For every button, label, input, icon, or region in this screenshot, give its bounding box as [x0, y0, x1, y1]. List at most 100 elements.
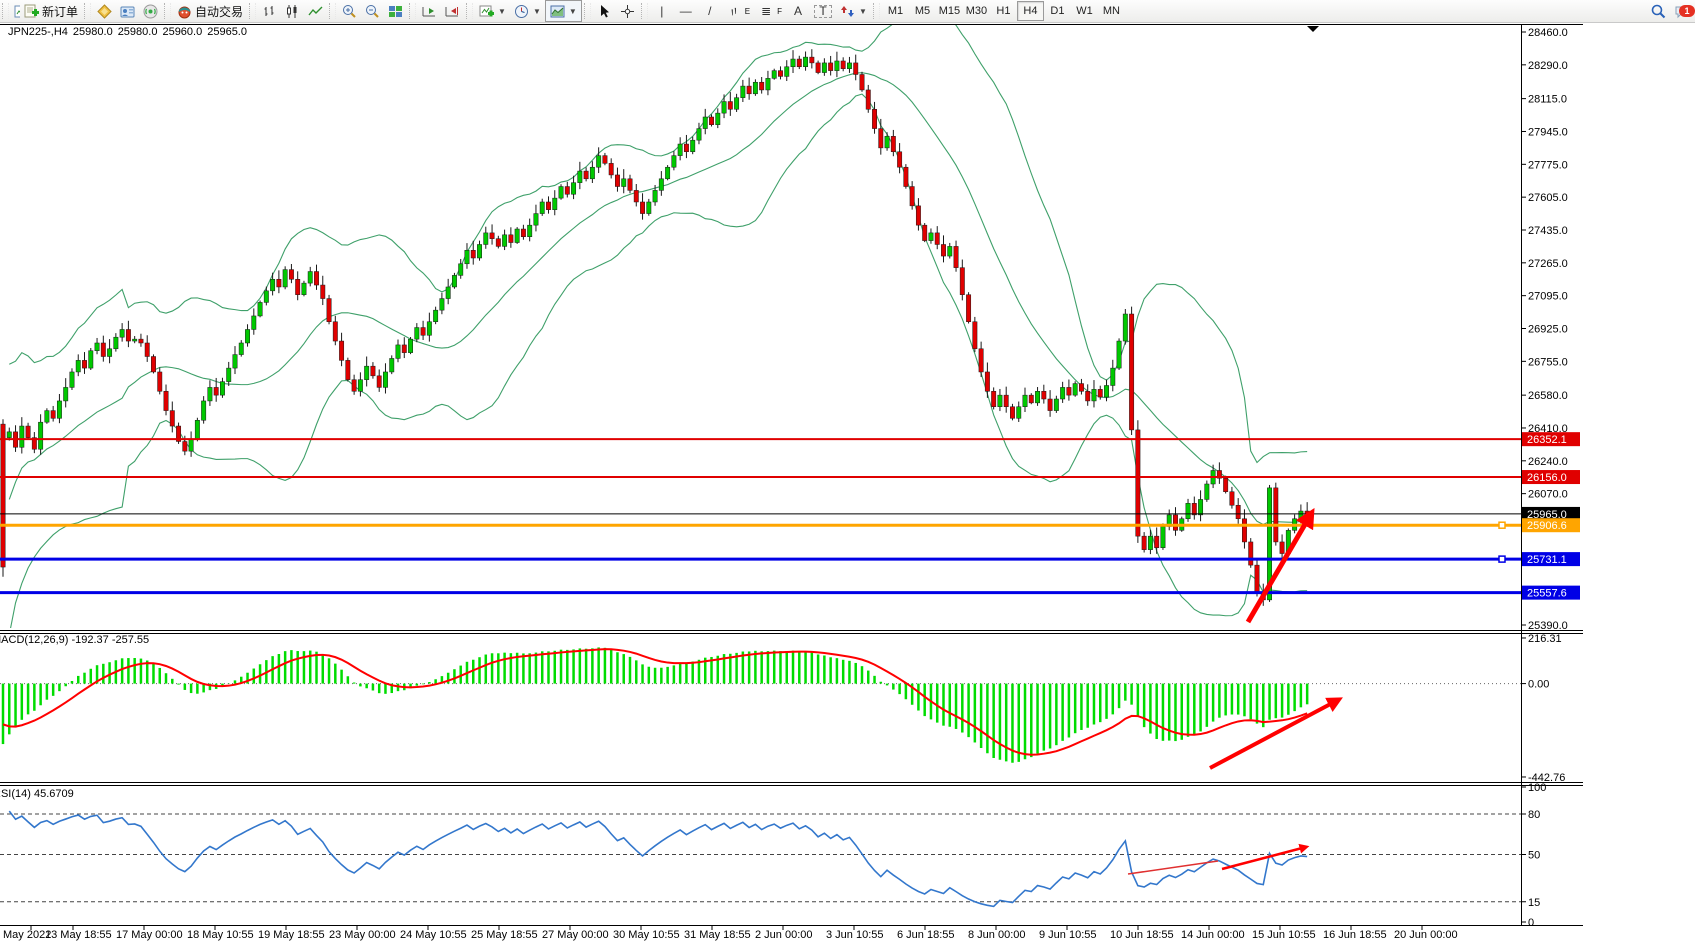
candle	[1053, 398, 1059, 411]
candle	[752, 81, 758, 95]
line-chart-button[interactable]	[304, 1, 327, 21]
chart-window-icon	[11, 4, 20, 19]
candle	[715, 112, 721, 125]
candle	[420, 327, 426, 336]
zoom-out-icon	[366, 4, 379, 18]
tab-timeframe-m1[interactable]: M1	[887, 5, 904, 17]
candle	[520, 228, 526, 237]
tab-timeframe-w1[interactable]: W1	[1076, 5, 1093, 17]
price-axis-label: 26755.0	[1528, 356, 1568, 368]
candle	[295, 278, 301, 295]
zoom-in-button[interactable]	[338, 1, 361, 21]
text-label-tool-button[interactable]: T	[810, 1, 836, 21]
tab-timeframe-m5[interactable]: M5	[914, 5, 931, 17]
candlestick-chart-icon	[287, 4, 297, 18]
auto-scroll-button[interactable]	[418, 1, 441, 21]
candle	[527, 224, 533, 237]
text-tool-button[interactable]: A	[786, 1, 810, 21]
new-order-button[interactable]: 新订单	[20, 1, 82, 21]
candle	[270, 278, 276, 292]
new-order-label: 新订单	[42, 4, 79, 19]
line-handle	[1498, 555, 1506, 563]
rsi-indicator-label: RSI(14) 45.6709	[0, 788, 74, 800]
arrows-icon	[841, 5, 855, 17]
candlestick-chart-button[interactable]	[281, 1, 304, 21]
tab-timeframe-mn[interactable]: MN	[1102, 5, 1120, 17]
candle	[1242, 518, 1247, 543]
toolbar-grip	[84, 3, 92, 19]
candle	[163, 391, 169, 411]
new-chart-button[interactable]: ▼	[475, 1, 510, 21]
candle	[1104, 385, 1109, 398]
time-axis-label: 18 May 10:55	[187, 929, 254, 941]
price-axis-label: 27265.0	[1528, 258, 1568, 270]
candle	[232, 354, 238, 369]
candle	[1003, 394, 1009, 407]
periods-button[interactable]: ▼	[510, 1, 545, 21]
candle	[552, 197, 558, 210]
candle	[972, 321, 978, 350]
autotrading-button[interactable]: 自动交易	[173, 1, 247, 21]
candle	[439, 298, 445, 311]
rsi-axis-label: 50	[1528, 850, 1540, 862]
templates-button[interactable]: ▼	[544, 0, 582, 22]
cursor-tool-button[interactable]	[593, 1, 616, 21]
tab-timeframe-h1[interactable]: H1	[996, 5, 1011, 17]
tab-timeframe-m15[interactable]: M15	[938, 5, 961, 17]
candle	[784, 66, 790, 77]
channel-tool-button[interactable]: 〃 E	[722, 1, 754, 21]
candle	[100, 342, 106, 357]
crosshair-tool-button[interactable]	[616, 1, 639, 21]
terminal-button[interactable]	[116, 1, 139, 21]
styler-button[interactable]	[93, 1, 116, 21]
signals-button[interactable]	[139, 1, 162, 21]
candle	[947, 246, 953, 257]
candle	[1223, 477, 1229, 492]
candle	[821, 62, 827, 73]
candle	[1116, 340, 1122, 369]
search-icon[interactable]	[1651, 4, 1666, 19]
candle	[746, 85, 752, 95]
vertical-line-tool-button[interactable]: |	[650, 1, 674, 21]
notifications-button[interactable]: 1	[1674, 4, 1695, 19]
candle	[1267, 487, 1272, 601]
candle	[978, 348, 984, 373]
arrows-tool-button[interactable]: ▼	[836, 1, 871, 21]
candle	[495, 238, 501, 247]
candle	[941, 244, 946, 257]
trendline-tool-button[interactable]: /	[698, 1, 722, 21]
candle	[1091, 389, 1097, 402]
fibonacci-tool-button[interactable]: ≣ F	[754, 1, 786, 21]
horizontal-line-tool-button[interactable]: —	[674, 1, 698, 21]
candle	[1204, 483, 1210, 500]
candle	[144, 342, 150, 357]
candle	[984, 371, 990, 392]
bar-chart-button[interactable]	[258, 1, 281, 21]
candle	[539, 201, 545, 214]
macd-signal-line	[2, 648, 1308, 756]
candle	[872, 109, 877, 129]
candle	[88, 350, 94, 369]
main-toolbar: 新订单 自动交易	[0, 0, 1695, 23]
tab-timeframe-m30[interactable]: M30	[965, 5, 988, 17]
tab-timeframe-d1[interactable]: D1	[1050, 5, 1065, 17]
tab-timeframe-h4[interactable]: H4	[1016, 1, 1044, 21]
zoom-out-button[interactable]	[361, 1, 384, 21]
price-badge-label: 26352.1	[1527, 434, 1567, 446]
price-badge	[1522, 470, 1580, 485]
candle	[853, 62, 859, 75]
candle	[508, 234, 514, 243]
candle	[245, 329, 250, 344]
candle	[884, 136, 890, 149]
candles	[0, 49, 1310, 606]
tile-windows-button[interactable]	[384, 1, 407, 21]
candle	[1185, 503, 1191, 520]
candle	[63, 387, 69, 402]
candle	[809, 56, 815, 64]
macd-axis-label: 0.00	[1528, 679, 1549, 691]
annotations	[1127, 507, 1343, 875]
chart-shift-button[interactable]	[441, 1, 464, 21]
candle	[288, 269, 294, 280]
candle	[226, 367, 232, 382]
